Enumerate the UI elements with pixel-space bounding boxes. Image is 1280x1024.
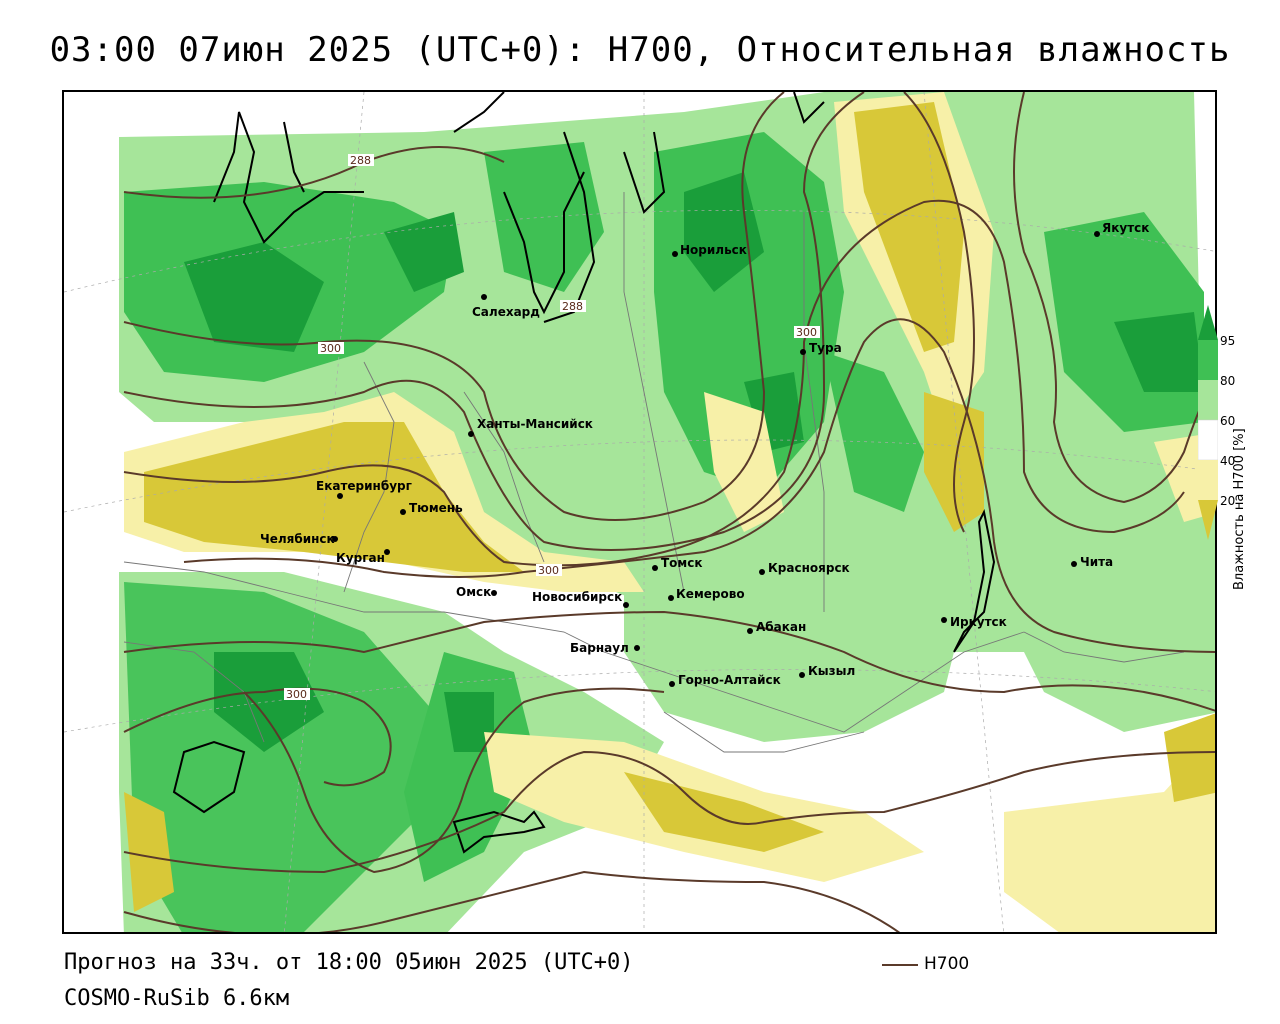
colorbar-segment-40 bbox=[1198, 419, 1218, 461]
humidity-colorbar bbox=[1198, 305, 1218, 540]
humidity-fields bbox=[119, 92, 1215, 932]
h700-contours bbox=[123, 92, 1215, 932]
city-marker[interactable] bbox=[332, 536, 338, 542]
city-markers: Салехард Норильск Тура Якутск Ханты-Манс… bbox=[260, 221, 1149, 687]
coastlines bbox=[172, 92, 996, 854]
contour-label: 288 bbox=[350, 154, 371, 167]
contour-label: 300 bbox=[538, 564, 559, 577]
city-label: Кызыл bbox=[808, 664, 855, 678]
city-label: Иркутск bbox=[950, 615, 1007, 629]
colorbar-top-arrow bbox=[1198, 305, 1218, 340]
city-label: Кемерово bbox=[676, 587, 745, 601]
city-marker[interactable] bbox=[623, 602, 629, 608]
contour-label: 300 bbox=[286, 688, 307, 701]
city-label: Норильск bbox=[680, 243, 747, 257]
city-label: Красноярск bbox=[768, 561, 850, 575]
city-marker[interactable] bbox=[634, 645, 640, 651]
city-label: Тура bbox=[809, 341, 842, 355]
city-label: Омск bbox=[456, 585, 491, 599]
contour-label-box bbox=[348, 154, 374, 166]
model-info: COSMO-RuSib 6.6км bbox=[64, 986, 290, 1011]
colorbar-segment-60 bbox=[1198, 380, 1218, 420]
colorbar-title: Влажность на H700 [%] bbox=[1232, 428, 1247, 590]
contour-label: 288 bbox=[562, 300, 583, 313]
city-marker[interactable] bbox=[1094, 231, 1100, 237]
graticule bbox=[64, 92, 1215, 932]
city-marker[interactable] bbox=[672, 251, 678, 257]
city-label: Горно-Алтайск bbox=[678, 673, 781, 687]
city-marker[interactable] bbox=[468, 431, 474, 437]
colorbar-tick: 95 bbox=[1220, 334, 1236, 348]
city-marker[interactable] bbox=[400, 509, 406, 515]
map-title: 03:00 07июн 2025 (UTC+0): H700, Относите… bbox=[49, 30, 1231, 70]
h700-legend-line bbox=[882, 964, 918, 966]
colorbar-bottom-arrow bbox=[1198, 500, 1218, 540]
city-label: Томск bbox=[661, 556, 703, 570]
colorbar-segment-20 bbox=[1198, 460, 1218, 500]
city-marker[interactable] bbox=[1071, 561, 1077, 567]
contour-label: 300 bbox=[320, 342, 341, 355]
colorbar-tick: 20 bbox=[1220, 494, 1236, 508]
contour-labels: 288 288 300 300 300 300 bbox=[284, 154, 820, 701]
colorbar-tick: 40 bbox=[1220, 454, 1236, 468]
colorbar-tick: 60 bbox=[1220, 414, 1236, 428]
city-marker[interactable] bbox=[669, 681, 675, 687]
city-label: Салехард bbox=[472, 305, 540, 319]
city-label: Ханты-Мансийск bbox=[477, 417, 593, 431]
region-borders bbox=[123, 192, 1185, 753]
contour-label-box bbox=[794, 326, 820, 338]
city-marker[interactable] bbox=[941, 617, 947, 623]
city-label: Челябинск bbox=[260, 532, 335, 546]
city-marker[interactable] bbox=[759, 569, 765, 575]
contour-label-box bbox=[536, 564, 562, 576]
city-marker[interactable] bbox=[747, 628, 753, 634]
colorbar-tick: 80 bbox=[1220, 374, 1236, 388]
forecast-info: Прогноз на 33ч. от 18:00 05июн 2025 (UTC… bbox=[64, 950, 634, 975]
city-label: Новосибирск bbox=[532, 590, 622, 604]
contour-label-box bbox=[560, 300, 586, 312]
city-label: Тюмень bbox=[409, 501, 463, 515]
humidity-map: 288 288 300 300 300 300 Салехард Норильс… bbox=[64, 92, 1215, 932]
city-marker[interactable] bbox=[652, 565, 658, 571]
city-label: Курган bbox=[336, 551, 385, 565]
city-marker[interactable] bbox=[668, 595, 674, 601]
contour-label-box bbox=[318, 342, 344, 354]
contour-label: 300 bbox=[796, 326, 817, 339]
city-label: Барнаул bbox=[570, 641, 629, 655]
city-marker[interactable] bbox=[384, 549, 390, 555]
colorbar-segment-80 bbox=[1198, 340, 1218, 380]
city-marker[interactable] bbox=[491, 590, 497, 596]
city-label: Екатеринбург bbox=[316, 479, 412, 493]
city-marker[interactable] bbox=[481, 294, 487, 300]
h700-legend-label: H700 bbox=[924, 954, 970, 974]
city-label: Абакан bbox=[756, 620, 806, 634]
city-marker[interactable] bbox=[800, 349, 806, 355]
city-marker[interactable] bbox=[799, 672, 805, 678]
city-label: Чита bbox=[1080, 555, 1113, 569]
map-area: 288 288 300 300 300 300 Салехард Норильс… bbox=[62, 90, 1217, 934]
city-label: Якутск bbox=[1102, 221, 1149, 235]
contour-label-box bbox=[284, 688, 310, 700]
city-marker[interactable] bbox=[337, 493, 343, 499]
